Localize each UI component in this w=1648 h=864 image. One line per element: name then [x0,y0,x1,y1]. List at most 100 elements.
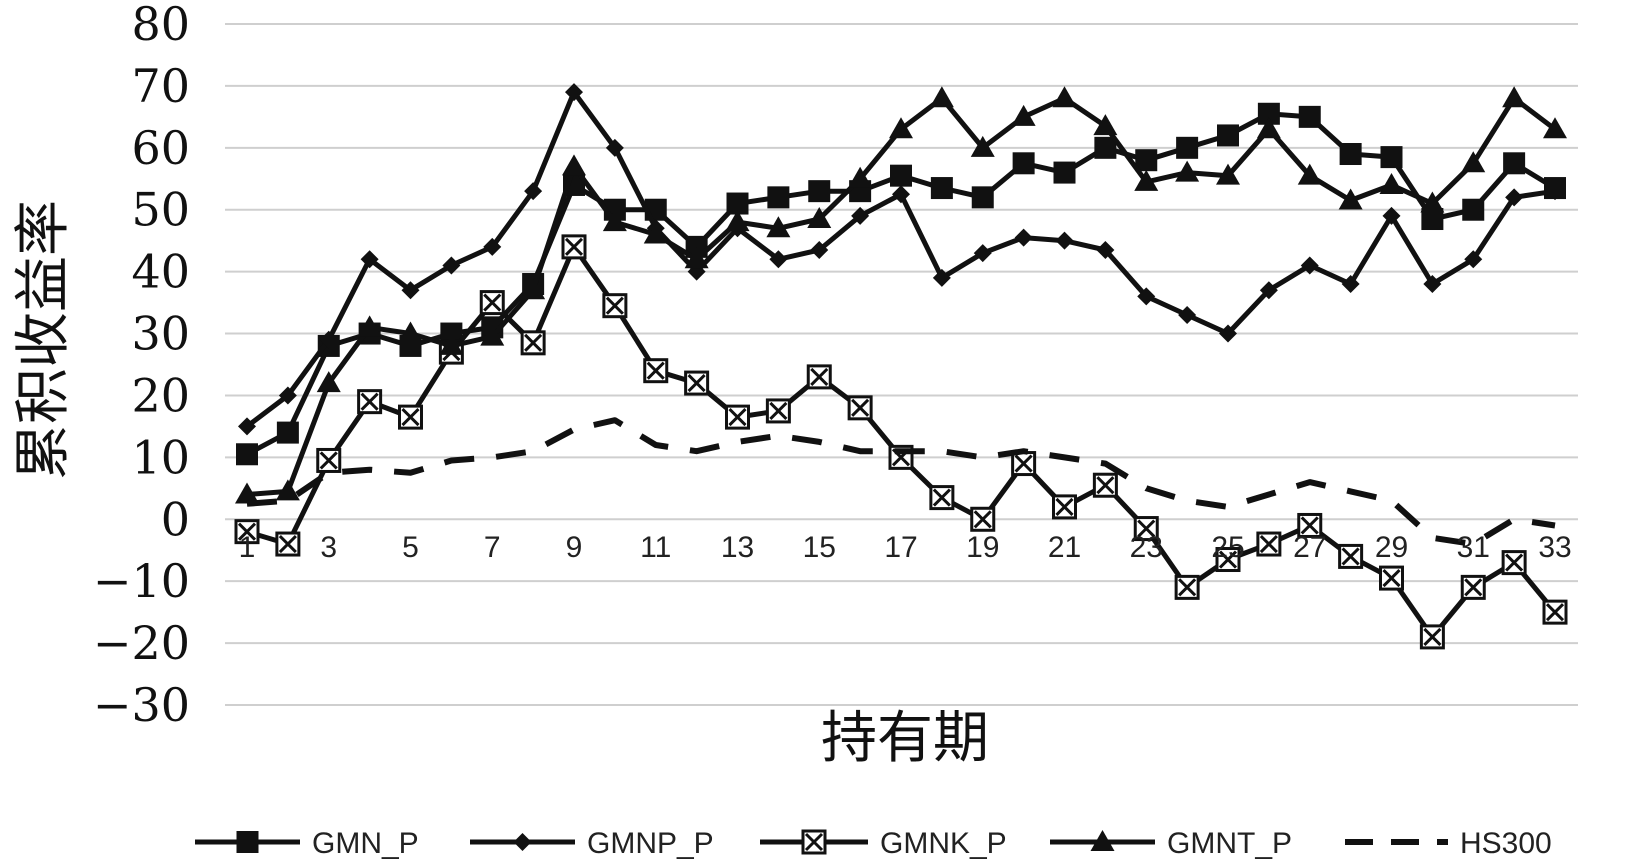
data-point [1217,124,1239,147]
legend-label: GMNT_P [1167,827,1292,860]
y-tick-label: 60 [131,121,190,175]
data-point [1380,146,1403,169]
data-point [1461,151,1486,173]
data-point [643,358,669,384]
data-point [726,192,749,215]
legend-marker [513,833,532,851]
data-point [1134,169,1159,191]
data-point [1256,117,1281,139]
x-tick-label: 13 [721,531,754,564]
data-point [643,222,668,244]
data-point [360,250,379,269]
data-point [398,404,423,430]
data-point [1423,275,1442,294]
data-point [236,443,258,466]
data-point [1053,161,1076,184]
data-point [807,207,832,229]
data-point [929,485,955,511]
series-gmnk-p [234,234,1568,650]
series-line [245,89,1556,429]
data-point [806,364,832,390]
data-point [357,389,383,415]
data-point [765,398,791,424]
legend-label: HS300 [1460,827,1552,860]
legend-item: HS300 [1345,827,1552,860]
x-tick-label: 17 [884,531,917,564]
series-gmnp-p [238,83,1564,436]
x-tick-label: 33 [1538,531,1571,564]
x-tick-label: 23 [1130,531,1163,564]
y-tick-label: 20 [131,368,190,422]
data-point [1379,565,1404,591]
data-point [1462,198,1485,221]
x-tick-label: 25 [1211,531,1244,564]
x-tick-label: 11 [640,531,671,564]
data-point [1543,117,1567,139]
data-point [1219,324,1237,343]
data-point [1420,191,1445,213]
data-point [1421,208,1444,231]
legend-label: GMN_P [312,827,419,860]
y-tick-label: 10 [131,430,190,484]
y-tick-label: 50 [131,183,190,237]
data-point [930,177,953,200]
data-point [1012,152,1035,175]
data-point [1174,574,1200,600]
data-point [1382,206,1401,225]
data-point [483,237,502,256]
data-point [1501,550,1527,576]
x-tick-label: 27 [1293,531,1326,564]
data-point [439,333,464,355]
data-point [1546,182,1564,201]
data-point [808,180,831,203]
data-point [520,330,546,356]
data-point [316,371,341,393]
data-point [1011,451,1037,477]
data-point [1341,275,1360,294]
data-point [766,216,791,238]
data-point [275,531,301,557]
data-point [1137,287,1156,306]
data-point [1052,86,1077,108]
data-point [276,421,299,444]
data-point [970,135,995,157]
data-point [401,281,420,300]
y-tick-label: 30 [131,307,190,361]
y-tick-label: 40 [131,245,190,299]
x-tick-label: 31 [1457,531,1490,564]
data-point [970,506,996,532]
data-point [562,154,586,176]
data-point [1135,149,1158,172]
y-tick-label: 70 [131,59,190,113]
data-point [1055,231,1074,250]
data-point [1339,143,1362,166]
y-tick-label: 80 [131,0,190,51]
data-point [1297,512,1323,538]
data-point [1379,172,1404,194]
data-point [565,83,583,102]
y-tick-label: −30 [93,678,190,732]
x-tick-label: 9 [566,531,583,564]
data-point [1503,152,1526,175]
data-point [1505,188,1524,207]
data-point [521,278,546,300]
data-point [561,234,587,260]
data-point [1542,599,1568,625]
legend-marker [1090,830,1115,851]
y-tick-label: −20 [93,616,190,670]
data-point [238,417,256,436]
data-point [725,404,750,430]
legend-item: GMNT_P [1050,827,1292,860]
data-point [1178,305,1197,324]
data-point [1297,163,1322,185]
data-point [851,206,870,225]
legend-item: GMNP_P [470,827,714,860]
legend-item: GMNK_P [760,827,1007,860]
data-point [278,386,297,405]
data-point [1338,188,1363,210]
data-point [1052,494,1077,520]
data-point [1257,102,1280,125]
x-axis-title: 持有期 [821,706,989,771]
data-point [767,186,790,209]
data-point [479,290,505,316]
